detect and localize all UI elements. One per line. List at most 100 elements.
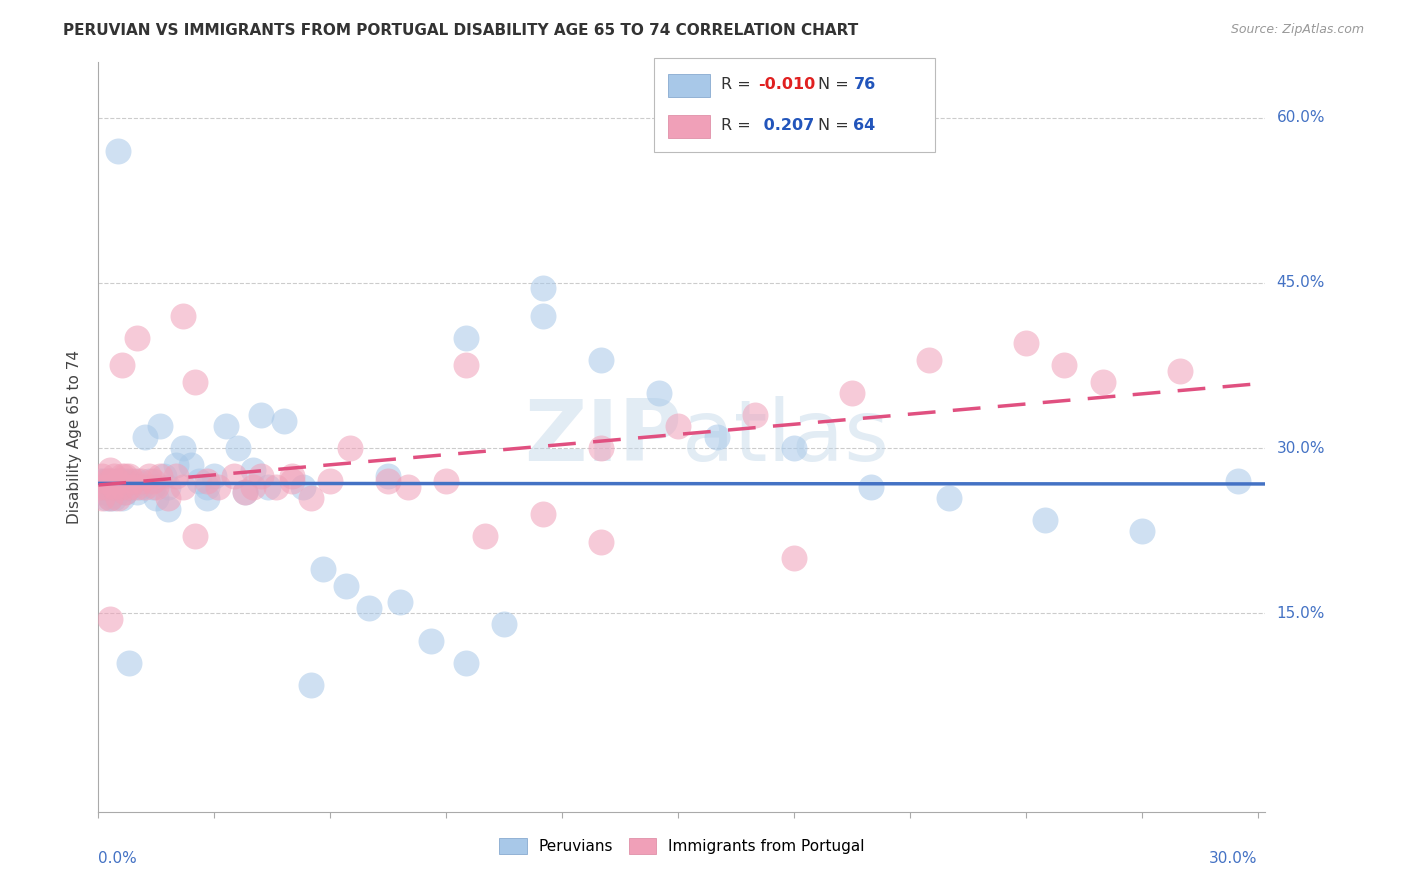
Point <box>98 491 121 505</box>
Text: atlas: atlas <box>682 395 890 479</box>
Point <box>110 474 132 488</box>
Point <box>222 468 245 483</box>
Point <box>103 474 125 488</box>
Point <box>589 441 612 455</box>
Text: 0.207: 0.207 <box>758 119 814 133</box>
Point <box>377 474 399 488</box>
Point <box>118 480 141 494</box>
Point <box>1015 336 1038 351</box>
Point <box>311 562 333 576</box>
Point <box>98 474 121 488</box>
Point <box>184 375 207 389</box>
Point <box>89 480 111 494</box>
Point <box>125 331 148 345</box>
Text: ZIP: ZIP <box>524 395 682 479</box>
Point <box>118 656 141 670</box>
Point <box>195 491 218 505</box>
Point <box>110 480 132 494</box>
Point <box>531 281 554 295</box>
Point <box>156 501 179 516</box>
Point <box>172 441 194 455</box>
Point <box>110 491 132 505</box>
Point <box>257 480 280 494</box>
Point <box>172 309 194 323</box>
Point <box>149 419 172 434</box>
Point <box>125 474 148 488</box>
Y-axis label: Disability Age 65 to 74: Disability Age 65 to 74 <box>67 350 83 524</box>
Point <box>125 480 148 494</box>
Point <box>249 408 271 422</box>
Text: R =: R = <box>721 78 756 92</box>
Text: 15.0%: 15.0% <box>1277 606 1324 621</box>
Point <box>103 480 125 494</box>
Text: -0.010: -0.010 <box>758 78 815 92</box>
Point <box>195 474 218 488</box>
Point <box>103 480 125 494</box>
Point <box>744 408 766 422</box>
Point <box>1053 359 1076 373</box>
Text: 30.0%: 30.0% <box>1209 851 1258 865</box>
Legend: Peruvians, Immigrants from Portugal: Peruvians, Immigrants from Portugal <box>494 832 870 860</box>
Point <box>299 678 322 692</box>
Point <box>706 430 728 444</box>
Point <box>91 474 114 488</box>
Point <box>242 463 264 477</box>
Text: R =: R = <box>721 119 756 133</box>
Point <box>454 656 477 670</box>
Text: 0.0%: 0.0% <box>98 851 138 865</box>
Point <box>292 480 315 494</box>
Point <box>145 480 167 494</box>
Point <box>184 529 207 543</box>
Point <box>145 491 167 505</box>
Point <box>141 480 163 494</box>
Point <box>377 468 399 483</box>
Point <box>215 419 238 434</box>
Point <box>396 480 419 494</box>
Point <box>531 507 554 521</box>
Text: 30.0%: 30.0% <box>1277 441 1324 456</box>
Point <box>648 386 671 401</box>
Point <box>172 480 194 494</box>
Point <box>107 474 129 488</box>
Point <box>783 551 806 566</box>
Point <box>94 480 117 494</box>
Point <box>114 485 136 500</box>
Point <box>103 491 125 505</box>
Point <box>531 309 554 323</box>
Point <box>494 617 516 632</box>
Point <box>107 144 129 158</box>
Point <box>454 359 477 373</box>
Point <box>419 634 441 648</box>
Point <box>125 485 148 500</box>
Point <box>860 480 883 494</box>
Point <box>89 474 111 488</box>
Point <box>226 441 249 455</box>
Point <box>118 474 141 488</box>
Point <box>134 430 156 444</box>
Point <box>388 595 411 609</box>
Point <box>299 491 322 505</box>
Point <box>195 480 218 494</box>
Point <box>114 485 136 500</box>
Point <box>122 474 145 488</box>
Point <box>589 534 612 549</box>
Point <box>233 485 256 500</box>
Point <box>107 485 129 500</box>
Point <box>339 441 361 455</box>
Text: 45.0%: 45.0% <box>1277 276 1324 290</box>
Point <box>94 474 117 488</box>
Point <box>589 353 612 368</box>
Point <box>357 600 380 615</box>
Point <box>98 491 121 505</box>
Text: PERUVIAN VS IMMIGRANTS FROM PORTUGAL DISABILITY AGE 65 TO 74 CORRELATION CHART: PERUVIAN VS IMMIGRANTS FROM PORTUGAL DIS… <box>63 23 859 38</box>
Point <box>91 491 114 505</box>
Point <box>273 413 295 427</box>
Point <box>264 480 287 494</box>
Point <box>783 441 806 455</box>
Point <box>94 480 117 494</box>
Point <box>319 474 342 488</box>
Point <box>474 529 496 543</box>
Point <box>103 468 125 483</box>
Point <box>233 485 256 500</box>
Point <box>114 474 136 488</box>
